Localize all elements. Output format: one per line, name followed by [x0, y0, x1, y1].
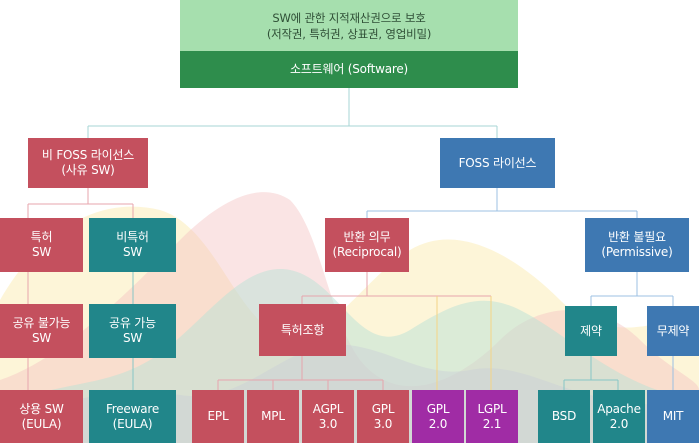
- bsd-box: BSD: [538, 390, 590, 443]
- connector-foss-split: [366, 188, 638, 218]
- foss-license-box: FOSS 라이선스: [440, 138, 555, 188]
- agpl-box: AGPL 3.0: [302, 390, 354, 443]
- mpl-label: MPL: [261, 409, 285, 423]
- foss-license-label: FOSS 라이선스: [458, 155, 537, 170]
- connector-permissive-split: [590, 272, 674, 306]
- permissive-label: 반환 불필요 (Permissive): [601, 230, 673, 259]
- non-patent-sw-label: 비특허 SW: [116, 230, 149, 259]
- commercial-sw-label: 상용 SW (EULA): [19, 401, 64, 431]
- epl-box: EPL: [192, 390, 244, 443]
- connector-proprietary-split: [27, 188, 134, 218]
- bsd-label: BSD: [551, 409, 577, 423]
- unrestricted-label: 무제약: [656, 323, 690, 338]
- gpl3-box: GPL 3.0: [357, 390, 409, 443]
- not-shareable-sw-box: 공유 불가능 SW: [0, 304, 83, 358]
- connector-lines: [27, 88, 674, 390]
- patent-sw-label: 특허 SW: [30, 230, 53, 259]
- connector-restricted-split: [563, 356, 619, 390]
- mit-box: MIT: [647, 390, 699, 443]
- epl-label: EPL: [207, 409, 229, 423]
- restricted-box: 제약: [565, 306, 617, 356]
- non-patent-sw-box: 비특허 SW: [89, 218, 176, 272]
- freeware-box: Freeware (EULA): [89, 390, 176, 443]
- gpl2-box: GPL 2.0: [412, 390, 464, 443]
- patent-clause-label: 특허조항: [280, 322, 325, 337]
- patent-sw-box: 특허 SW: [0, 218, 83, 272]
- non-foss-license-box: 비 FOSS 라이선스 (사유 SW): [28, 138, 148, 188]
- lgpl-label: LGPL 2.1: [477, 401, 507, 431]
- shareable-sw-box: 공유 가능 SW: [89, 304, 176, 358]
- non-foss-license-label: 비 FOSS 라이선스 (사유 SW): [41, 148, 135, 177]
- mpl-box: MPL: [247, 390, 299, 443]
- agpl-label: AGPL 3.0: [312, 401, 344, 431]
- unrestricted-box: 무제약: [647, 306, 699, 356]
- gpl3-label: GPL 3.0: [371, 401, 395, 431]
- gpl2-label: GPL 2.0: [426, 401, 450, 431]
- software-label: 소프트웨어 (Software): [289, 62, 409, 76]
- connector-patent-clause-split: [217, 356, 384, 390]
- patent-clause-box: 특허조항: [259, 304, 346, 356]
- restricted-label: 제약: [580, 323, 602, 338]
- reciprocal-box: 반환 의무 (Reciprocal): [325, 218, 409, 272]
- ip-protection-line1: SW에 관한 지적재산권으로 보호: [272, 10, 426, 25]
- commercial-sw-box: 상용 SW (EULA): [0, 390, 83, 443]
- reciprocal-label: 반환 의무 (Reciprocal): [332, 230, 402, 259]
- shareable-sw-label: 공유 가능 SW: [109, 316, 156, 345]
- lgpl-box: LGPL 2.1: [466, 390, 518, 443]
- connector-gpl-yellow: [436, 296, 492, 390]
- permissive-box: 반환 불필요 (Permissive): [585, 218, 689, 272]
- software-box: 소프트웨어 (Software): [180, 51, 518, 88]
- freeware-label: Freeware (EULA): [105, 401, 160, 431]
- not-shareable-sw-label: 공유 불가능 SW: [12, 316, 71, 345]
- connector-reciprocal-split: [301, 272, 491, 304]
- ip-protection-line2: (저작권, 특허권, 상표권, 영업비밀): [266, 26, 432, 41]
- apache-box: Apache 2.0: [593, 390, 645, 443]
- apache-label: Apache 2.0: [597, 401, 641, 431]
- ip-protection-box: SW에 관한 지적재산권으로 보호 (저작권, 특허권, 상표권, 영업비밀): [180, 0, 518, 51]
- connector-software-split: [87, 88, 498, 138]
- mit-label: MIT: [662, 409, 684, 423]
